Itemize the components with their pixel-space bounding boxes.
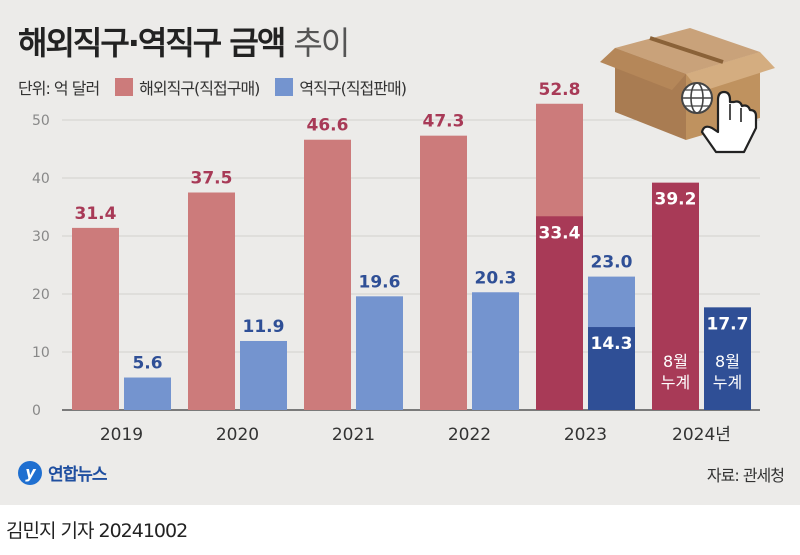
chart-title: 해외직구·역직구 금액 추이 <box>18 18 350 64</box>
bar-reverse <box>124 377 171 410</box>
x-tick-label: 2024년 <box>672 425 731 445</box>
note-label: 누계 <box>713 373 742 392</box>
note-label: 8월 <box>715 352 740 371</box>
data-label-reverse: 17.7 <box>707 314 749 334</box>
x-tick-label: 2022 <box>448 425 491 445</box>
data-label-overseas: 52.8 <box>539 80 581 100</box>
bar-reverse-partial <box>588 327 635 410</box>
data-label-overseas: 37.5 <box>191 169 233 189</box>
bar-overseas <box>420 135 467 410</box>
bar-overseas <box>652 182 699 410</box>
y-tick-label: 20 <box>32 287 50 303</box>
data-label-overseas: 31.4 <box>75 204 117 224</box>
note-label: 8월 <box>663 352 688 371</box>
bar-overseas <box>188 192 235 410</box>
title-main: 해외직구·역직구 금액 <box>18 24 286 62</box>
legend: 단위: 억 달러 해외직구(직접구매) 역직구(직접판매) <box>18 75 407 99</box>
legend-swatch-reverse <box>275 78 294 96</box>
bar-overseas <box>72 227 119 410</box>
bar-overseas-partial <box>536 216 583 410</box>
data-label-reverse: 20.3 <box>475 268 517 288</box>
legend-label-overseas: 해외직구(직접구매) <box>139 79 260 98</box>
unit-label: 단위: 억 달러 <box>18 79 100 98</box>
byline: 김민지 기자 20241002 <box>6 520 188 542</box>
bar-reverse <box>704 307 751 410</box>
y-tick-label: 30 <box>32 229 50 245</box>
data-label-reverse: 5.6 <box>132 354 162 374</box>
data-label-reverse-partial: 14.3 <box>591 334 633 354</box>
data-label-overseas-partial: 33.4 <box>539 223 581 243</box>
data-label-overseas: 46.6 <box>307 116 349 136</box>
note-label: 누계 <box>661 373 690 392</box>
yonhap-logo: y 연합뉴스 <box>18 460 108 485</box>
bar-reverse <box>240 340 287 410</box>
bar-reverse <box>472 292 519 410</box>
legend-swatch-overseas <box>115 78 134 96</box>
bar-chart: 0 10 20 30 40 50 31.4 5.6 2019 37.5 11.9 2020 46.6 19… <box>32 28 775 445</box>
x-tick-label: 2020 <box>216 425 259 445</box>
data-label-reverse: 11.9 <box>243 317 285 337</box>
data-label-reverse: 23.0 <box>591 253 633 273</box>
title-light: 추이 <box>293 24 350 62</box>
data-label-overseas: 47.3 <box>423 112 465 132</box>
y-tick-label: 50 <box>32 113 50 129</box>
logo-text: 연합뉴스 <box>48 465 108 485</box>
x-tick-label: 2023 <box>564 425 607 445</box>
x-tick-label: 2021 <box>332 425 375 445</box>
bar-overseas <box>304 139 351 410</box>
yonhap-logo-icon: y <box>18 460 42 485</box>
bar-reverse <box>356 296 403 410</box>
y-tick-label: 10 <box>32 345 50 361</box>
legend-label-reverse: 역직구(직접판매) <box>299 79 407 98</box>
hand-pointer-icon <box>700 90 758 154</box>
y-tick-label: 0 <box>32 403 41 419</box>
x-tick-label: 2019 <box>100 425 143 445</box>
data-label-overseas: 39.2 <box>655 190 697 210</box>
y-tick-label: 40 <box>32 171 50 187</box>
data-label-reverse: 19.6 <box>359 272 401 292</box>
source-label: 자료: 관세청 <box>706 466 785 485</box>
